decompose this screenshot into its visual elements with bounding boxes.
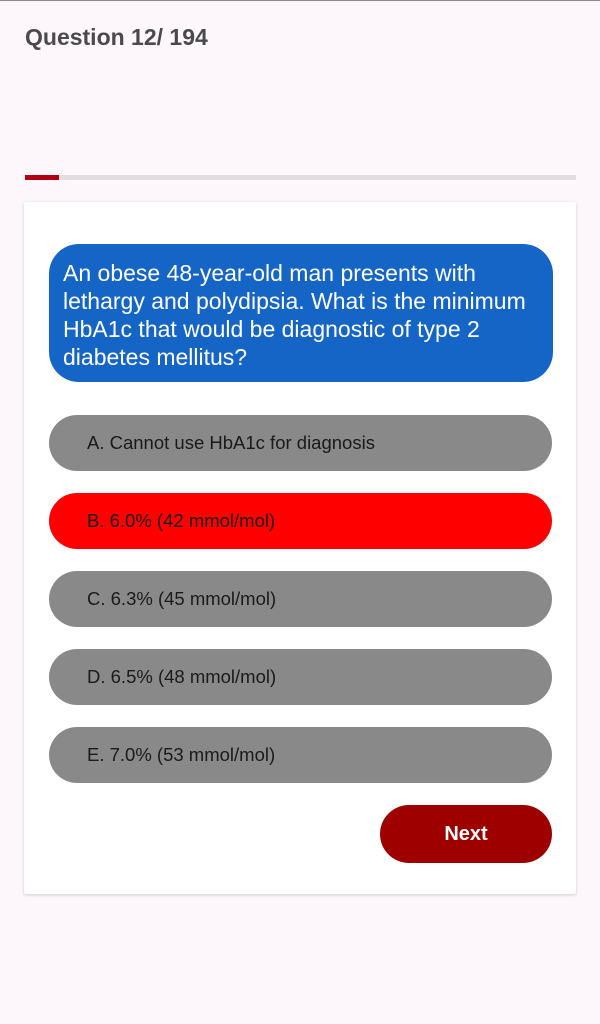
next-button[interactable]: Next (380, 805, 552, 863)
progress-bar (25, 175, 576, 180)
progress-bar-fill (25, 175, 60, 180)
top-divider (0, 0, 600, 1)
question-counter: Question 12/ 194 (25, 24, 208, 50)
question-text: An obese 48-year-old man presents with l… (49, 244, 553, 382)
option-e[interactable]: E. 7.0% (53 mmol/mol) (49, 727, 552, 783)
option-d[interactable]: D. 6.5% (48 mmol/mol) (49, 649, 552, 705)
option-a[interactable]: A. Cannot use HbA1c for diagnosis (49, 415, 552, 471)
option-c[interactable]: C. 6.3% (45 mmol/mol) (49, 571, 552, 627)
option-b[interactable]: B. 6.0% (42 mmol/mol) (49, 493, 552, 549)
question-card: An obese 48-year-old man presents with l… (24, 202, 576, 894)
